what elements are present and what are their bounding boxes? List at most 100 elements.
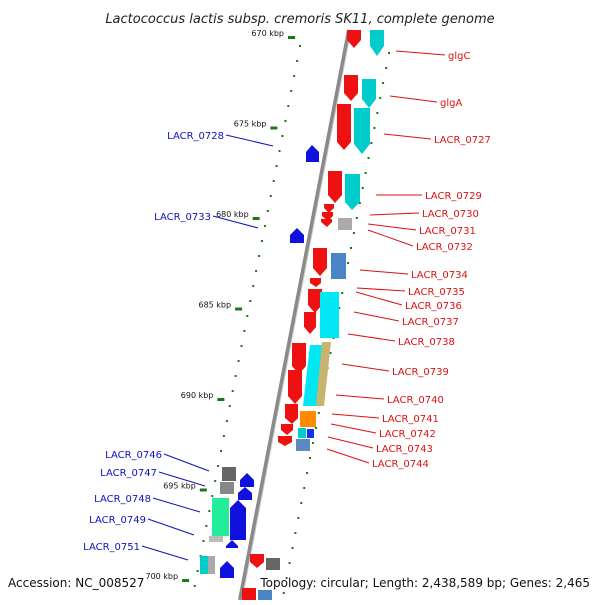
gene-block-LACR_0727[interactable] xyxy=(354,108,370,154)
reverse-label-leader xyxy=(212,215,259,229)
gene-block-LACR_0751-b[interactable] xyxy=(208,556,215,574)
gene-arrow-LACR_0739[interactable] xyxy=(288,370,302,404)
reverse-gene-label[interactable]: LACR_0733 xyxy=(154,212,211,223)
gene-block-LACR_0729[interactable] xyxy=(345,174,360,210)
gene-block-LACR_0742[interactable] xyxy=(298,428,306,438)
gene-block-LACR_0751[interactable] xyxy=(200,556,208,574)
gene-arrow-LACR_0730[interactable] xyxy=(324,204,334,213)
track-dot xyxy=(388,52,390,54)
track-dot xyxy=(228,405,231,407)
gene-block-glgA[interactable] xyxy=(362,79,376,108)
gene-block-LACR_0748[interactable] xyxy=(212,498,229,536)
gene-arrow-LACR_0742[interactable] xyxy=(281,424,293,435)
forward-gene-label[interactable]: LACR_0737 xyxy=(402,317,459,328)
gene-block-LACR_0743[interactable] xyxy=(307,429,314,438)
forward-gene-label[interactable]: LACR_0736 xyxy=(405,301,462,312)
gene-block-LACR_0739[interactable] xyxy=(303,345,322,406)
gene-arrow-LACR_0747[interactable] xyxy=(238,487,252,500)
gene-arrow-LACR_0733[interactable] xyxy=(290,228,304,243)
gene-arrow-LACR_0737[interactable] xyxy=(304,312,316,334)
gene-block-LACR_0732[interactable] xyxy=(338,218,352,230)
ruler-tick xyxy=(235,307,243,311)
forward-gene-label[interactable]: LACR_0731 xyxy=(419,226,476,237)
gene-arrow-downstream-a[interactable] xyxy=(250,554,264,568)
gene-arrow-LACR_0727[interactable] xyxy=(337,104,351,150)
gene-arrow-LACR_0729[interactable] xyxy=(328,171,342,203)
reverse-gene-label[interactable]: LACR_0747 xyxy=(100,468,157,479)
forward-gene-label[interactable]: LACR_0744 xyxy=(372,459,429,470)
forward-gene-label[interactable]: LACR_0740 xyxy=(387,395,444,406)
ruler-tick-label: 695 kbp xyxy=(163,482,196,491)
gene-block-downstream-c[interactable] xyxy=(258,590,272,600)
forward-gene-label[interactable]: LACR_0739 xyxy=(392,367,449,378)
reverse-label-leader xyxy=(141,545,189,561)
gene-arrow-LACR_0749-b[interactable] xyxy=(226,540,238,548)
gene-arrow-LACR_0749[interactable] xyxy=(230,500,246,540)
forward-genes xyxy=(242,30,384,600)
gene-block-LACR_0741[interactable] xyxy=(300,411,316,427)
gene-arrow-LACR_0731[interactable] xyxy=(322,212,333,221)
gene-arrow-LACR_0735[interactable] xyxy=(310,278,321,287)
gene-arrow-LACR_0728[interactable] xyxy=(306,145,319,162)
track-dot xyxy=(309,457,311,459)
gene-arrow-LACR_0743[interactable] xyxy=(278,436,292,446)
track-dot xyxy=(208,510,211,512)
gene-arrow-LACR_0732-a[interactable] xyxy=(321,219,332,227)
gene-block-LACR_0740[interactable] xyxy=(316,342,331,406)
track-dot xyxy=(225,420,228,422)
track-dot xyxy=(367,157,370,159)
forward-gene-label[interactable]: LACR_0729 xyxy=(425,191,482,202)
forward-gene-label[interactable]: glgA xyxy=(440,98,462,109)
reverse-gene-label[interactable]: LACR_0748 xyxy=(94,494,151,505)
forward-gene-label[interactable]: LACR_0741 xyxy=(382,414,439,425)
ruler-tick-label: 680 kbp xyxy=(216,210,249,219)
forward-gene-label[interactable]: LACR_0730 xyxy=(422,209,479,220)
gene-arrow-glgA[interactable] xyxy=(344,75,358,101)
gene-arrow-LACR_0736[interactable] xyxy=(308,289,322,313)
gene-block-LACR_0746[interactable] xyxy=(222,467,236,481)
forward-gene-label[interactable]: LACR_0735 xyxy=(408,287,465,298)
track-dot xyxy=(317,412,320,414)
ruler-tick xyxy=(199,488,207,492)
track-dot xyxy=(202,540,205,542)
forward-gene-label[interactable]: LACR_0727 xyxy=(434,135,491,146)
gene-arrow-LACR_0741[interactable] xyxy=(285,404,298,424)
gene-arrow-glgC[interactable] xyxy=(347,30,361,48)
reverse-gene-label[interactable]: LACR_0751 xyxy=(83,542,140,553)
forward-gene-label[interactable]: glgC xyxy=(448,51,470,62)
forward-gene-label[interactable]: LACR_0738 xyxy=(398,337,455,348)
gene-block-LACR_0744[interactable] xyxy=(296,439,310,451)
gene-block-downstream-b[interactable] xyxy=(242,588,256,600)
forward-gene-label[interactable]: LACR_0732 xyxy=(416,242,473,253)
gene-arrow-LACR_0734[interactable] xyxy=(313,248,327,276)
reverse-gene-label[interactable]: LACR_0749 xyxy=(89,515,146,526)
gene-arrow-LACR_0738[interactable] xyxy=(292,343,306,374)
forward-gene-label[interactable]: LACR_0742 xyxy=(379,429,436,440)
forward-label-leader xyxy=(367,223,417,231)
accession-text: Accession: NC_008527 xyxy=(8,576,144,590)
gene-block-LACR_0737[interactable] xyxy=(320,292,339,338)
track-dot xyxy=(311,442,314,444)
gene-block-glgC[interactable] xyxy=(370,30,384,56)
forward-label-leader xyxy=(389,95,438,103)
reverse-label-leader xyxy=(147,518,195,536)
track-dot xyxy=(306,472,309,474)
reverse-gene-label[interactable]: LACR_0746 xyxy=(105,450,162,461)
track-dot xyxy=(246,315,249,317)
forward-gene-label[interactable]: LACR_0743 xyxy=(376,444,433,455)
track-dot xyxy=(231,390,234,392)
gene-block-LACR_0748-b[interactable] xyxy=(209,536,223,542)
forward-gene-label[interactable]: LACR_0734 xyxy=(411,270,468,281)
forward-label-leader xyxy=(330,423,377,434)
gene-arrow-LACR_0751[interactable] xyxy=(220,561,234,578)
ruler-tick-label: 685 kbp xyxy=(198,301,231,310)
gene-arrow-LACR_0746[interactable] xyxy=(240,473,254,487)
track-dot xyxy=(266,210,269,212)
gene-block-LACR_0747[interactable] xyxy=(220,482,234,494)
gene-block-downstream-a[interactable] xyxy=(266,558,280,570)
reverse-gene-label[interactable]: LACR_0728 xyxy=(167,131,224,142)
track-dot xyxy=(341,292,344,294)
reverse-label-leader xyxy=(163,453,210,472)
gene-block-LACR_0734[interactable] xyxy=(331,253,346,279)
